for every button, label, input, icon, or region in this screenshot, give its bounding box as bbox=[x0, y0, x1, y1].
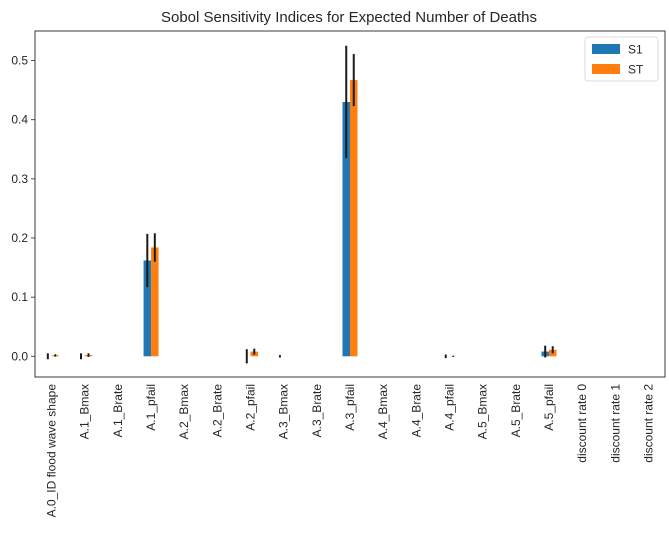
bar-s1-9 bbox=[342, 101, 350, 357]
y-tick-label: 0.0 bbox=[11, 349, 28, 363]
x-tick-label: A.4_Brate bbox=[409, 384, 423, 438]
x-tick-label: A.2_Bmax bbox=[177, 384, 191, 439]
x-tick-label: discount rate 0 bbox=[575, 384, 589, 463]
bar-st-9 bbox=[350, 80, 358, 357]
x-tick-label: A.3_Bmax bbox=[277, 384, 291, 439]
y-tick-label: 0.1 bbox=[11, 290, 28, 304]
y-tick-label: 0.4 bbox=[11, 113, 28, 127]
x-tick-label: discount rate 2 bbox=[641, 384, 655, 463]
x-tick-label: A.5_Bmax bbox=[476, 384, 490, 439]
x-tick-label: A.1_Bmax bbox=[78, 384, 92, 439]
x-tick-label: discount rate 1 bbox=[608, 384, 622, 463]
x-tick-label: A.1_Brate bbox=[111, 384, 125, 438]
x-tick-label: A.2_Brate bbox=[210, 384, 224, 438]
bar-s1-3 bbox=[143, 260, 152, 357]
bars-layer bbox=[51, 80, 557, 357]
x-tick-label: A.1_pfail bbox=[144, 384, 158, 431]
bar-st-3 bbox=[151, 247, 159, 357]
legend-swatch-s1 bbox=[592, 44, 620, 54]
legend-box bbox=[584, 36, 659, 82]
legend-swatch-st bbox=[592, 64, 620, 74]
chart-title: Sobol Sensitivity Indices for Expected N… bbox=[161, 9, 537, 26]
error-bars-layer bbox=[46, 45, 554, 364]
plot-frame bbox=[34, 30, 666, 378]
x-tick-label: A.5_pfail bbox=[542, 384, 556, 431]
y-tick-label: 0.5 bbox=[11, 54, 28, 68]
y-tick-label: 0.3 bbox=[11, 172, 28, 186]
x-tick-label: A.3_Brate bbox=[310, 384, 324, 438]
legend-label-s1: S1 bbox=[628, 43, 643, 57]
x-tick-label: A.3_pfail bbox=[343, 384, 357, 431]
x-tick-label: A.4_Bmax bbox=[376, 384, 390, 439]
x-tick-label: A.2_pfail bbox=[244, 384, 258, 431]
legend-label-st: ST bbox=[628, 63, 644, 77]
x-tick-label: A.4_pfail bbox=[442, 384, 456, 431]
x-axis: A.0_ID flood wave shape A.1_Bmax A.1_Brate… bbox=[45, 384, 656, 518]
y-tick-label: 0.2 bbox=[11, 231, 28, 245]
y-axis: 0.0 0.1 0.2 0.3 0.4 0.5 bbox=[11, 54, 35, 363]
x-tick-label: A.5_Brate bbox=[509, 384, 523, 438]
x-tick-label: A.0_ID flood wave shape bbox=[45, 384, 59, 518]
legend: S1 ST bbox=[584, 36, 659, 82]
